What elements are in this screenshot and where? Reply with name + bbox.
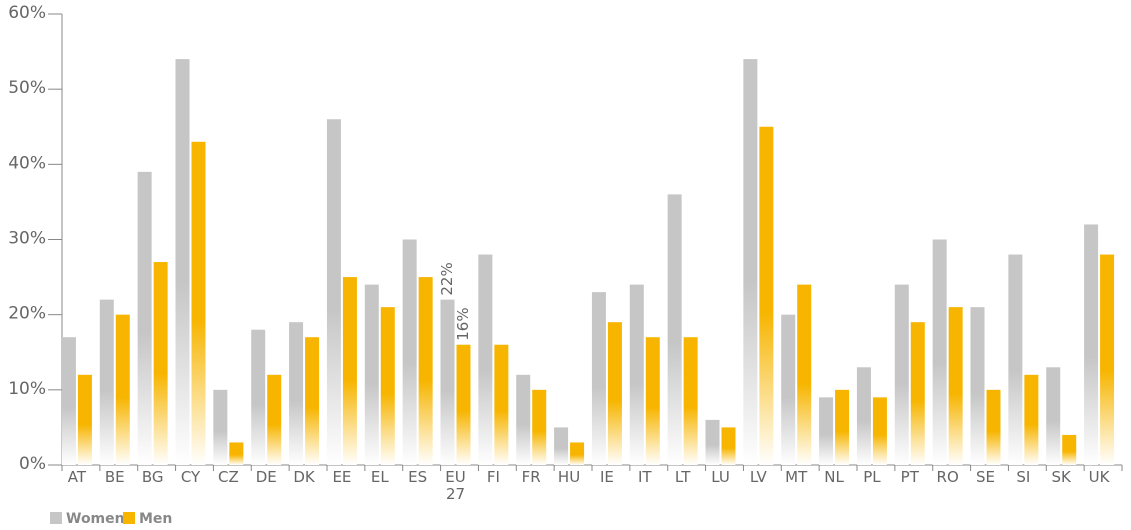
x-tick-label: RO (936, 468, 959, 486)
x-tick-label: LU (711, 468, 730, 486)
legend-swatch (50, 512, 62, 524)
bar (570, 442, 585, 465)
bar (77, 374, 92, 465)
x-tick-label: EL (370, 468, 389, 486)
bar (743, 59, 758, 465)
x-tick-label: DK (293, 468, 315, 486)
bar (456, 344, 471, 465)
x-tick-label: HU (557, 468, 581, 486)
x-tick-label: IE (599, 468, 614, 486)
x-tick-label: EU 27 (445, 468, 466, 503)
x-tick-label: AT (67, 468, 87, 486)
legend-swatch (123, 512, 135, 524)
bar (986, 389, 1001, 465)
x-tick-label: IT (637, 468, 652, 486)
bar (645, 337, 660, 465)
bar (267, 374, 282, 465)
bar (1046, 367, 1061, 465)
x-tick-label: MT (785, 468, 808, 486)
bar (667, 194, 682, 465)
bar (494, 344, 509, 465)
bar (99, 299, 114, 465)
bar (1024, 374, 1039, 465)
bar (115, 314, 130, 465)
x-tick-label: EE (332, 468, 352, 486)
y-tick-label: 60% (8, 3, 46, 23)
x-tick-label: CZ (217, 468, 239, 486)
bar (683, 337, 698, 465)
bar (418, 277, 433, 465)
bar (894, 284, 909, 465)
y-tick-label: 50% (8, 78, 46, 98)
bar (153, 262, 168, 465)
y-tick-label: 40% (8, 153, 46, 173)
bar (948, 307, 963, 465)
bar (607, 322, 622, 465)
bar (797, 284, 812, 465)
bar (61, 337, 76, 465)
bar (213, 389, 228, 465)
x-tick-label: CY (180, 468, 201, 486)
bar (835, 389, 850, 465)
data-label: 16% (454, 307, 472, 340)
x-tick-label: UK (1088, 468, 1110, 486)
bar (932, 239, 947, 465)
bar (229, 442, 244, 465)
bar (516, 374, 531, 465)
x-tick-label: SI (1016, 468, 1031, 486)
bar (364, 284, 379, 465)
x-tick-label: BE (104, 468, 125, 486)
bar (380, 307, 395, 465)
x-tick-label: PT (900, 468, 919, 486)
bar (705, 419, 720, 465)
x-tick-label: SK (1051, 468, 1071, 486)
bar (251, 329, 266, 465)
bar (440, 299, 455, 465)
bar (554, 427, 569, 465)
bar (591, 292, 606, 465)
bar (759, 126, 774, 465)
y-tick-label: 10% (8, 379, 46, 399)
x-tick-label: DE (255, 468, 277, 486)
bar (1084, 224, 1099, 465)
bar (326, 119, 341, 465)
bar (872, 397, 887, 465)
x-tick-label: FI (486, 468, 500, 486)
legend-label: Women (66, 511, 125, 527)
bar (532, 389, 547, 465)
x-tick-label: PL (863, 468, 881, 486)
bar (970, 307, 985, 465)
y-tick-label: 0% (19, 454, 46, 474)
bar (819, 397, 834, 465)
x-tick-label: SE (976, 468, 995, 486)
x-tick-label: LV (749, 468, 767, 486)
bar (1100, 254, 1115, 465)
bar (721, 427, 736, 465)
x-tick-label: NL (824, 468, 844, 486)
bar (629, 284, 644, 465)
bar (781, 314, 796, 465)
bar (289, 322, 304, 465)
x-tick-label: FR (521, 468, 541, 486)
x-tick-label: ES (408, 468, 428, 486)
y-tick-label: 30% (8, 229, 46, 249)
bar (478, 254, 493, 465)
bar (1008, 254, 1023, 465)
data-label: 22% (438, 262, 456, 295)
bar (175, 59, 190, 465)
bar (856, 367, 871, 465)
bar (191, 141, 206, 466)
y-tick-label: 20% (8, 304, 46, 324)
bar (1062, 434, 1077, 465)
bar (305, 337, 320, 465)
bar (910, 322, 925, 465)
bar (402, 239, 417, 465)
x-tick-label: BG (141, 468, 164, 486)
x-tick-label: LT (674, 468, 691, 486)
legend-label: Men (139, 511, 172, 527)
bar (137, 171, 152, 465)
bar (342, 277, 357, 465)
